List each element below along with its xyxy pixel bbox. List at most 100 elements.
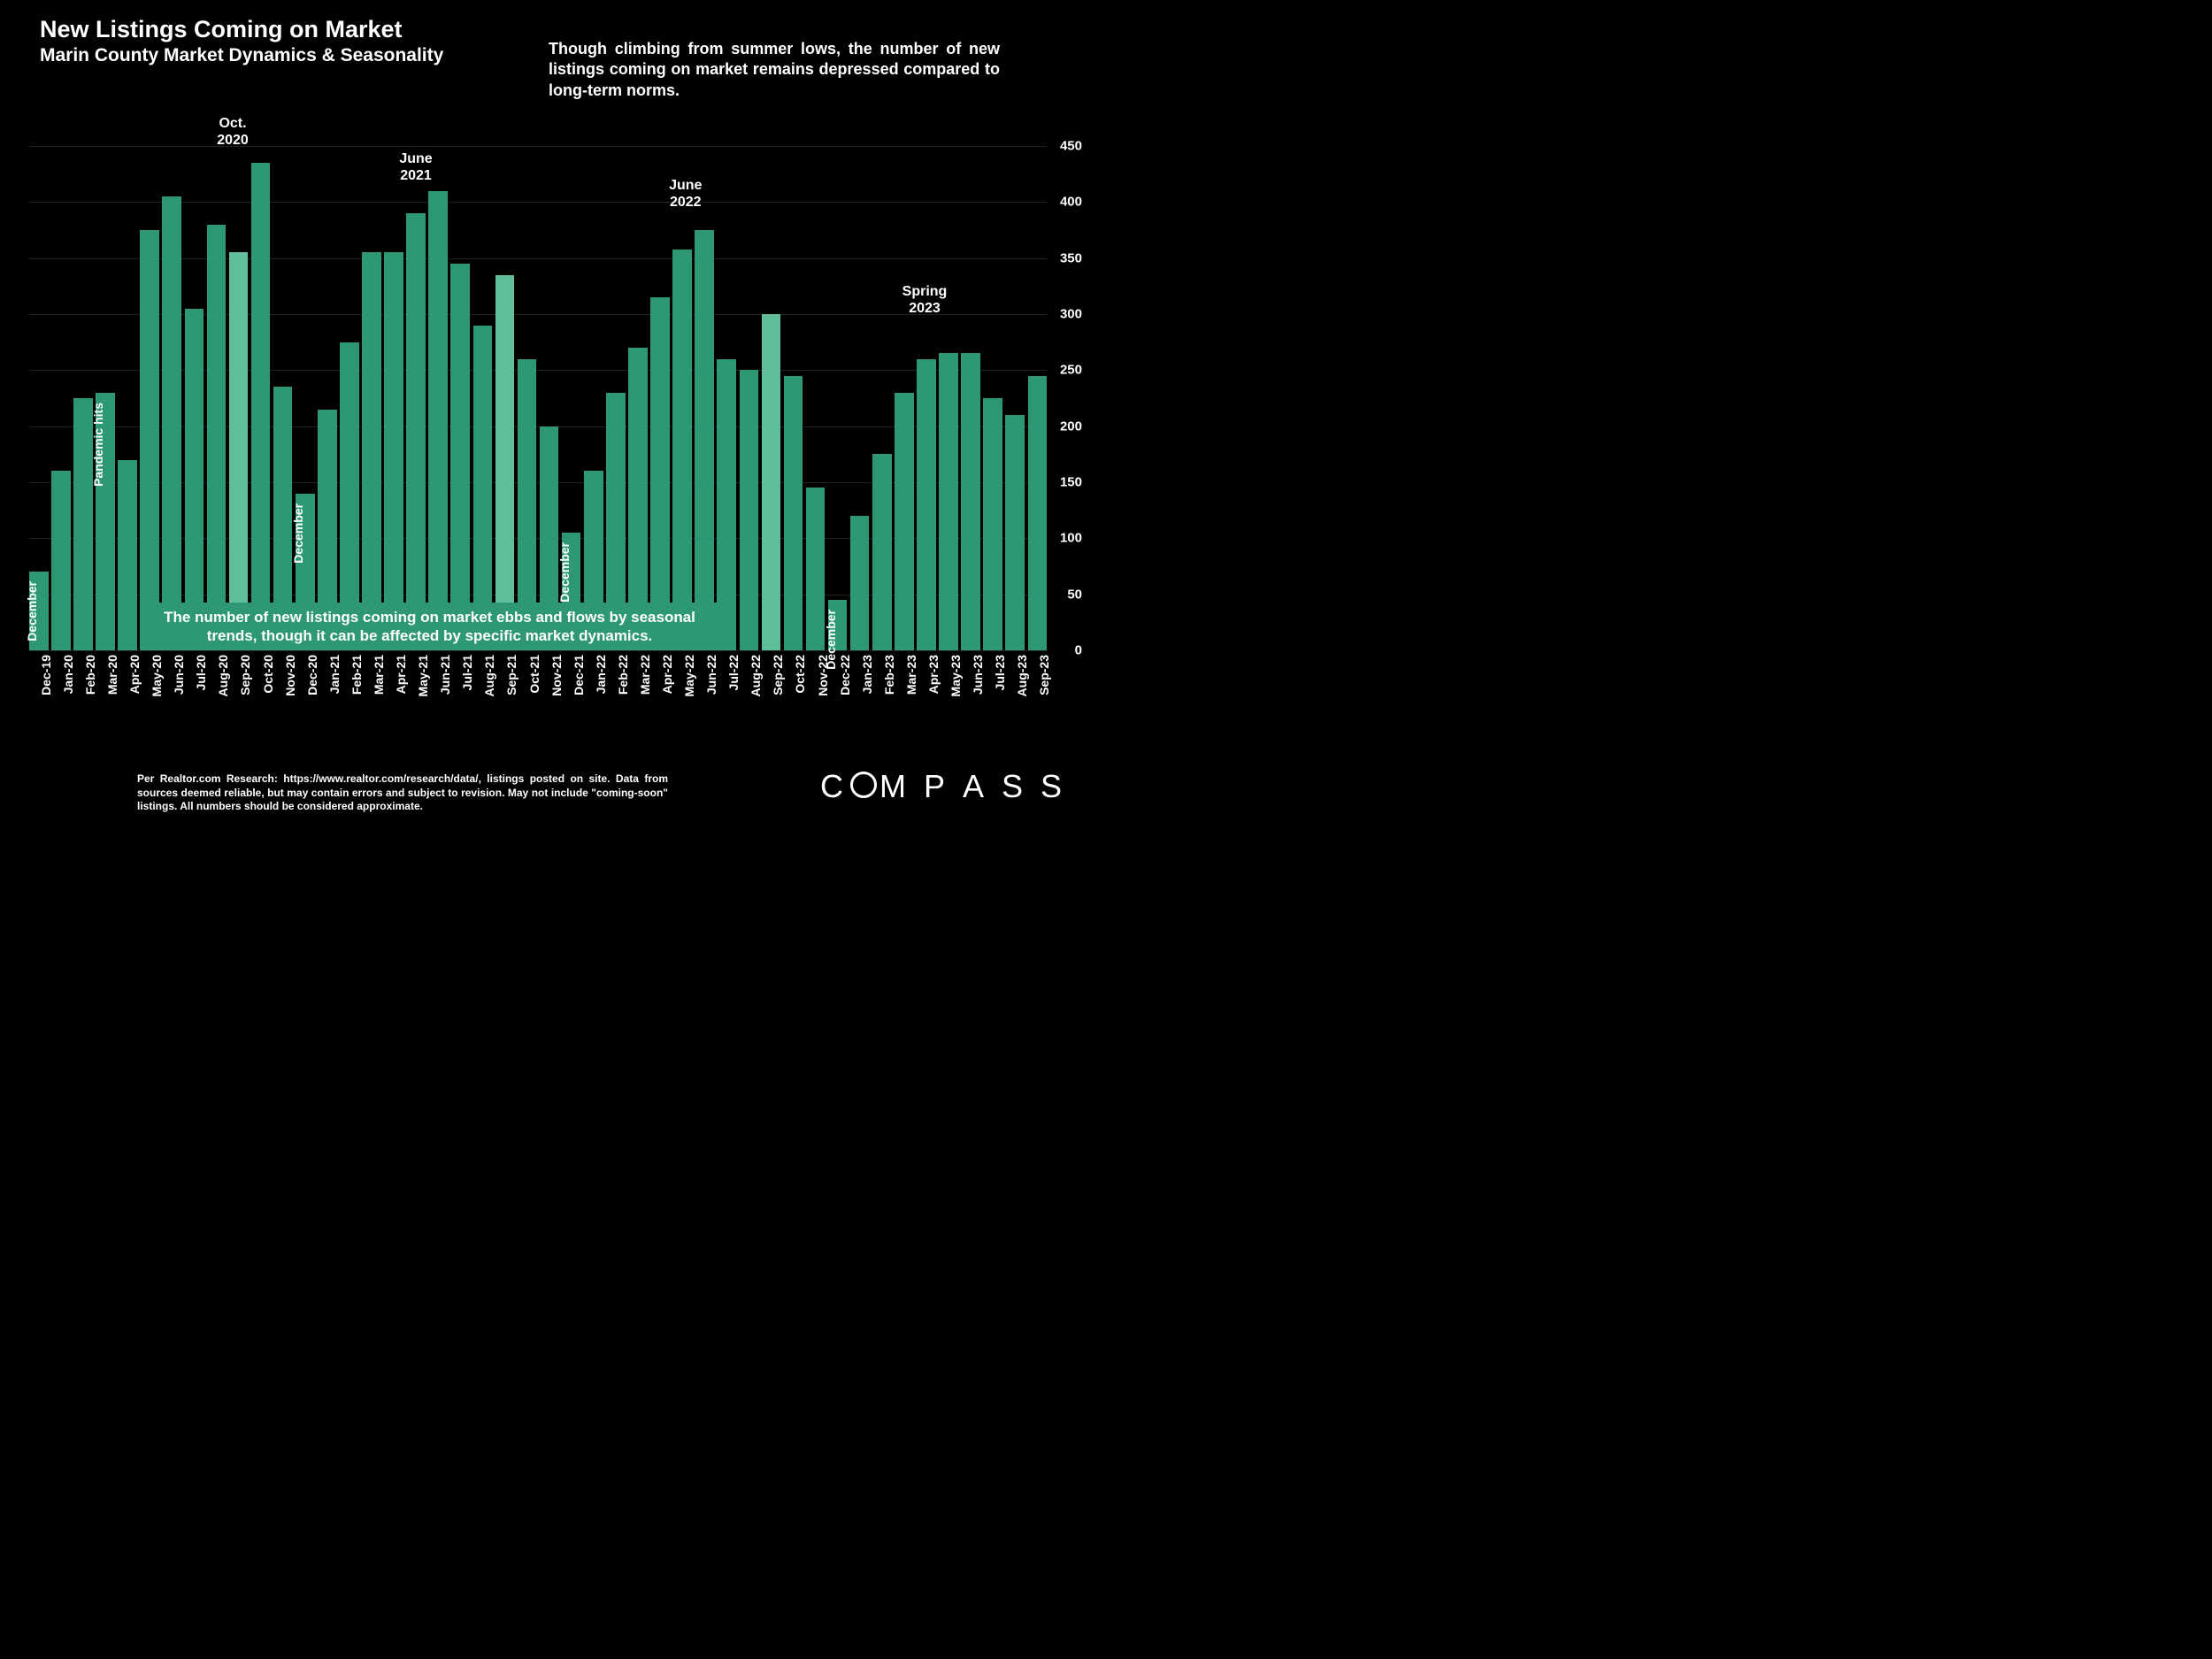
chart-bars: DecemberPandemic hitsDecemberDecemberDec…	[29, 146, 1047, 650]
in-bar-label: December	[25, 581, 39, 641]
y-tick-label: 50	[1067, 587, 1082, 602]
x-tick: Jan-20	[51, 655, 71, 708]
x-tick: Jul-20	[185, 655, 204, 708]
x-tick: Jul-21	[450, 655, 470, 708]
in-bar-label: December	[291, 503, 305, 564]
x-tick: May-20	[140, 655, 159, 708]
y-tick-label: 250	[1060, 363, 1082, 378]
bar	[806, 488, 826, 650]
x-tick: Dec-21	[562, 655, 581, 708]
bar	[162, 196, 181, 650]
x-tick: Mar-21	[362, 655, 381, 708]
bar	[740, 370, 759, 650]
chart-subtitle: Marin County Market Dynamics & Seasonali…	[40, 45, 443, 66]
x-tick: Apr-21	[384, 655, 403, 708]
bar	[406, 213, 426, 650]
x-tick: Aug-20	[207, 655, 227, 708]
bar	[1005, 415, 1025, 650]
x-tick: Jul-22	[717, 655, 736, 708]
x-tick-label: Sep-23	[1037, 655, 1051, 695]
x-tick: Sep-21	[495, 655, 515, 708]
bar	[784, 376, 803, 650]
bar	[672, 250, 692, 650]
x-tick: May-21	[406, 655, 426, 708]
x-tick: Sep-22	[762, 655, 781, 708]
bar	[51, 471, 71, 650]
y-tick-label: 0	[1075, 643, 1082, 658]
bar	[428, 191, 448, 650]
bar	[650, 297, 670, 650]
bar	[384, 252, 403, 650]
bar	[495, 275, 515, 650]
bar	[917, 359, 936, 650]
x-tick: Jan-21	[318, 655, 337, 708]
x-tick: Jun-23	[961, 655, 980, 708]
y-tick-label: 350	[1060, 250, 1082, 265]
x-tick: Dec-19	[29, 655, 49, 708]
bar	[872, 454, 892, 650]
x-tick: Dec-20	[296, 655, 315, 708]
bar	[185, 309, 204, 650]
bar	[983, 398, 1002, 650]
bar	[939, 353, 958, 650]
x-tick: Sep-23	[1028, 655, 1048, 708]
x-tick: Jun-21	[428, 655, 448, 708]
chart-plot-area: 050100150200250300350400450 DecemberPand…	[29, 146, 1047, 650]
x-tick: Apr-22	[650, 655, 670, 708]
bar	[695, 230, 714, 650]
bar	[362, 252, 381, 650]
gridline	[29, 650, 1047, 651]
x-tick: May-22	[672, 655, 692, 708]
in-bar-label: Pandemic hits	[91, 403, 105, 487]
x-tick: Aug-22	[740, 655, 759, 708]
x-tick: Oct-22	[784, 655, 803, 708]
bar	[251, 163, 271, 650]
bar	[207, 225, 227, 650]
compass-logo: CM P A S S	[820, 768, 1066, 805]
bar	[961, 353, 980, 650]
x-tick: Nov-20	[273, 655, 293, 708]
x-tick: Mar-20	[96, 655, 115, 708]
x-tick: Aug-21	[473, 655, 493, 708]
x-tick: Mar-23	[895, 655, 914, 708]
bar	[850, 516, 870, 650]
x-tick: May-23	[939, 655, 958, 708]
x-tick: Sep-20	[229, 655, 249, 708]
bar: December	[828, 600, 848, 650]
bar	[717, 359, 736, 650]
x-tick: Oct-21	[518, 655, 537, 708]
bar: December	[29, 572, 49, 650]
bar	[450, 264, 470, 650]
bar	[1028, 376, 1048, 650]
x-tick: Jan-23	[850, 655, 870, 708]
chart-footnote: Per Realtor.com Research: https://www.re…	[137, 772, 668, 814]
x-tick: Feb-20	[73, 655, 93, 708]
x-tick: Nov-22	[806, 655, 826, 708]
x-tick: Feb-21	[340, 655, 359, 708]
bar	[73, 398, 93, 650]
x-tick: Jun-22	[695, 655, 714, 708]
bar	[895, 393, 914, 650]
bar	[762, 314, 781, 650]
x-tick: Jan-22	[584, 655, 603, 708]
y-tick-label: 150	[1060, 475, 1082, 490]
x-tick: Feb-23	[872, 655, 892, 708]
x-axis: Dec-19Jan-20Feb-20Mar-20Apr-20May-20 Jun-…	[29, 655, 1047, 708]
compass-logo-o-icon	[850, 772, 877, 798]
y-tick-label: 300	[1060, 307, 1082, 322]
bar	[140, 230, 159, 650]
bar: Pandemic hits	[96, 393, 115, 650]
x-tick: Oct-20	[251, 655, 271, 708]
chart-annotation: Oct.2020	[217, 115, 249, 149]
x-tick: Aug-23	[1005, 655, 1025, 708]
chart-title: New Listings Coming on Market	[40, 16, 443, 43]
x-tick: Nov-21	[540, 655, 559, 708]
bar	[118, 460, 137, 650]
x-tick: Apr-23	[917, 655, 936, 708]
chart-commentary: Though climbing from summer lows, the nu…	[549, 39, 1000, 101]
y-tick-label: 400	[1060, 195, 1082, 210]
y-tick-label: 100	[1060, 531, 1082, 546]
chart-caption-band: The number of new listings coming on mar…	[140, 603, 719, 651]
bar	[229, 252, 249, 650]
x-tick: Apr-20	[118, 655, 137, 708]
